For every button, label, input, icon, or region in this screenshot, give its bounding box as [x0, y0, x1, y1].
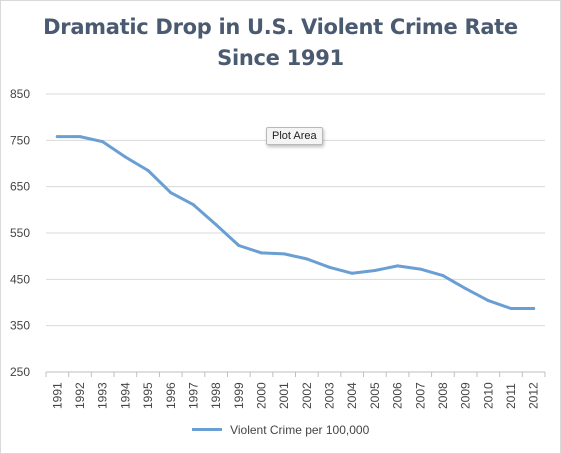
data-point-1999[interactable]	[237, 244, 241, 248]
data-point-2009[interactable]	[464, 287, 468, 291]
data-point-2000[interactable]	[259, 251, 263, 255]
data-point-1995[interactable]	[146, 168, 150, 172]
y-tick-label-350: 350	[10, 319, 30, 333]
x-tick-label-2001: 2001	[277, 382, 291, 409]
y-tick-label-250: 250	[10, 365, 30, 379]
x-tick-label-1992: 1992	[73, 382, 87, 409]
data-point-2006[interactable]	[396, 264, 400, 268]
data-point-1998[interactable]	[214, 223, 218, 227]
data-point-2001[interactable]	[282, 252, 286, 256]
x-tick-label-1994: 1994	[118, 382, 132, 409]
x-tick-label-1996: 1996	[164, 382, 178, 409]
data-point-2007[interactable]	[418, 267, 422, 271]
x-tick-label-1991: 1991	[50, 382, 64, 409]
x-tick-label-1998: 1998	[209, 382, 223, 409]
x-tick-label-2007: 2007	[413, 382, 427, 409]
x-tick-label-2003: 2003	[323, 382, 337, 409]
data-point-2011[interactable]	[509, 307, 513, 311]
series-line-0[interactable]	[55, 135, 536, 310]
x-tick-label-2012: 2012	[527, 382, 541, 409]
data-point-1991[interactable]	[55, 135, 59, 139]
x-tick-label-2008: 2008	[436, 382, 450, 409]
x-tick-label-2006: 2006	[391, 382, 405, 409]
data-point-2004[interactable]	[350, 271, 354, 275]
x-axis	[45, 371, 546, 377]
chart-title-line-1: Dramatic Drop in U.S. Violent Crime Rate	[43, 15, 518, 39]
x-tick-label-2009: 2009	[459, 382, 473, 409]
y-tick-label-850: 850	[10, 87, 30, 101]
y-axis-tick-labels: 250 350 450 550 650 750 850	[10, 87, 30, 379]
data-point-2012[interactable]	[532, 307, 536, 311]
y-tick-label-550: 550	[10, 226, 30, 240]
legend-label: Violent Crime per 100,000	[230, 423, 370, 437]
y-tick-label-450: 450	[10, 272, 30, 286]
data-point-2010[interactable]	[486, 299, 490, 303]
data-point-2008[interactable]	[441, 274, 445, 278]
data-point-1994[interactable]	[123, 155, 127, 159]
x-tick-label-2010: 2010	[481, 382, 495, 409]
data-point-1992[interactable]	[78, 135, 82, 139]
plot-area-tooltip: Plot Area	[266, 127, 323, 145]
x-tick-label-2005: 2005	[368, 382, 382, 409]
data-point-2002[interactable]	[305, 257, 309, 261]
x-tick-label-2011: 2011	[504, 383, 518, 409]
x-tick-label-2002: 2002	[300, 382, 314, 409]
x-tick-label-1999: 1999	[232, 382, 246, 409]
data-point-2005[interactable]	[373, 269, 377, 273]
x-tick-label-1995: 1995	[141, 382, 155, 409]
y-tick-label-750: 750	[10, 133, 30, 147]
chart-title-line-2: Since 1991	[217, 46, 344, 70]
x-tick-label-1993: 1993	[96, 382, 110, 409]
data-point-1996[interactable]	[169, 191, 173, 195]
legend[interactable]: Violent Crime per 100,000	[0, 423, 561, 437]
x-tick-label-2000: 2000	[254, 382, 268, 409]
x-tick-label-1997: 1997	[186, 382, 200, 409]
y-tick-label-650: 650	[10, 180, 30, 194]
data-point-1997[interactable]	[191, 203, 195, 207]
series-layer	[55, 135, 536, 311]
legend-swatch	[191, 428, 222, 432]
data-point-2003[interactable]	[328, 265, 332, 269]
x-tick-label-2004: 2004	[345, 382, 359, 409]
data-point-1993[interactable]	[101, 140, 105, 144]
x-axis-tick-labels: 1991 1992 1993 1994 1995 1996 1997 1998 1999 2000…	[50, 382, 540, 409]
chart-title: Dramatic Drop in U.S. Violent Crime Rate…	[0, 12, 561, 74]
